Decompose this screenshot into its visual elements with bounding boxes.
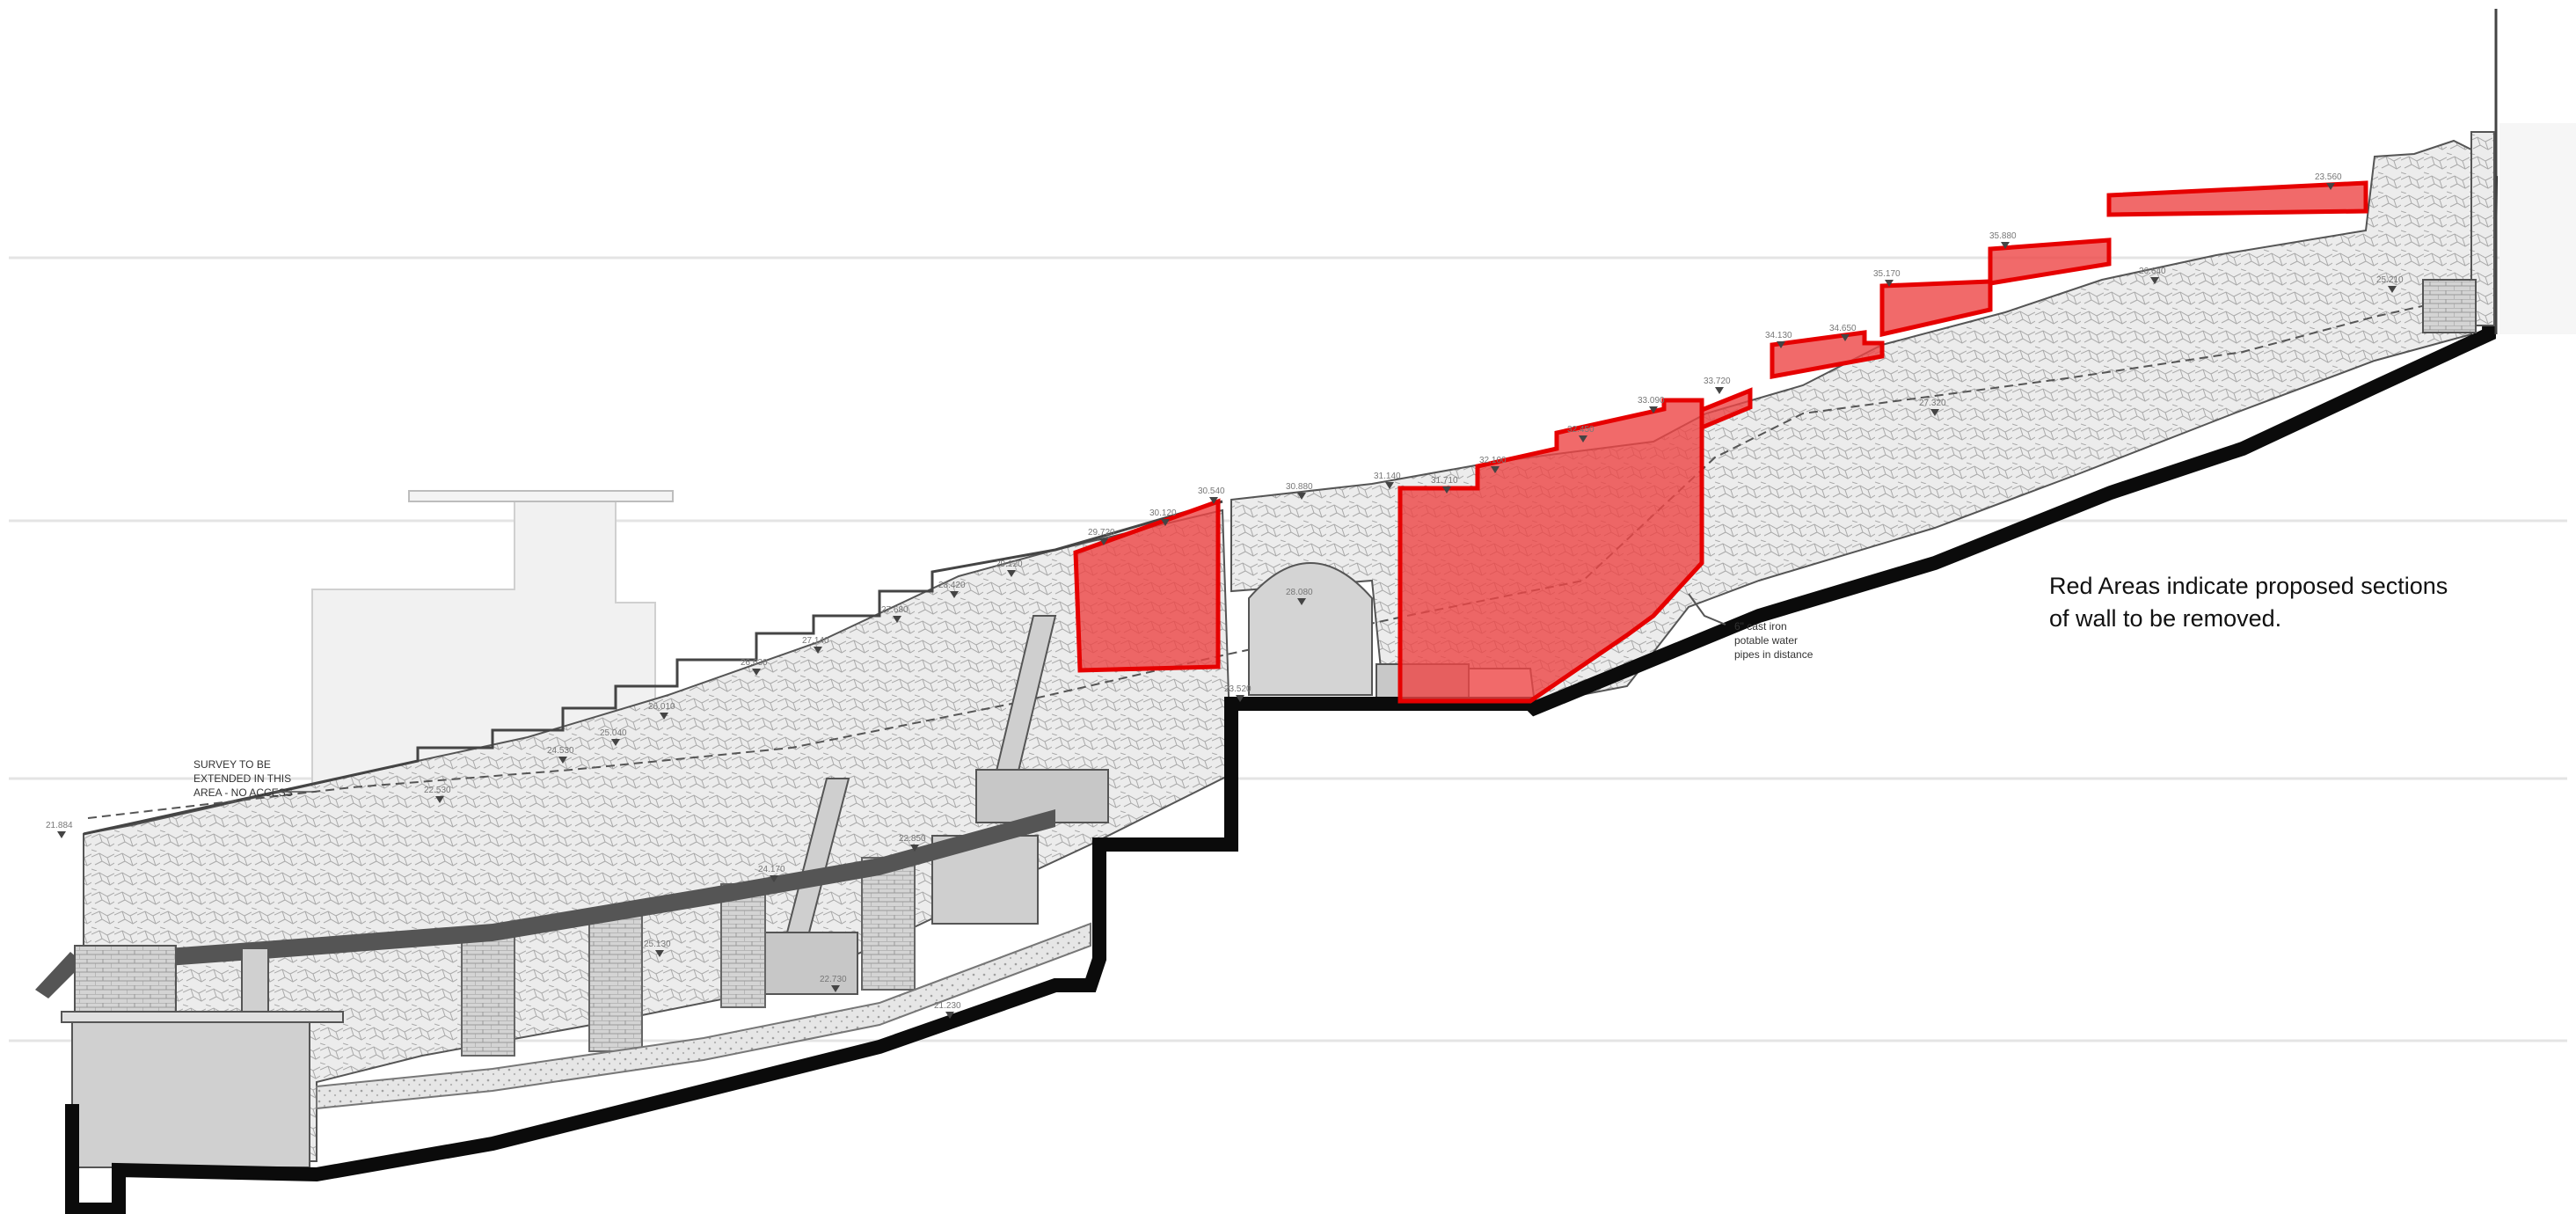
level-label: 27.680 <box>881 605 909 615</box>
pipe-leader <box>1688 593 1726 625</box>
lintel-band <box>84 809 1055 972</box>
level-label: 27.320 <box>1919 399 1946 408</box>
level-marker <box>831 985 840 992</box>
spot-level-markers: 21.884 22.530 24.530 25.040 26.010 26.630 27.1… <box>46 172 2404 1019</box>
level-marker <box>435 796 444 803</box>
wall-coping-line <box>83 500 1223 836</box>
level-label: 31.710 <box>1431 476 1458 486</box>
level-label: 26.640 <box>2139 267 2166 276</box>
level-marker <box>611 739 620 746</box>
level-marker <box>893 616 901 623</box>
level-label: 22.530 <box>424 786 451 795</box>
level-label: 23.560 <box>2315 172 2342 182</box>
removal-zone-2 <box>1397 398 1704 704</box>
level-marker <box>558 757 567 764</box>
level-label: 28.080 <box>1286 588 1313 597</box>
foundation-profile <box>65 175 2498 1214</box>
level-marker <box>770 875 778 882</box>
level-marker <box>1885 280 1894 287</box>
level-marker <box>1442 486 1451 494</box>
level-marker <box>2001 242 2010 249</box>
level-marker <box>1491 466 1500 473</box>
level-marker <box>1236 695 1244 702</box>
level-label: 35.880 <box>1989 231 2017 241</box>
pipe-note-line-1: 6" cast iron <box>1734 620 1787 633</box>
level-marker <box>1161 519 1170 526</box>
level-marker <box>660 713 668 720</box>
level-label: 32.100 <box>1479 456 1507 465</box>
level-marker <box>1841 334 1850 341</box>
level-label: 27.140 <box>802 636 829 646</box>
level-label: 31.140 <box>1374 472 1401 481</box>
level-marker <box>1297 598 1306 605</box>
level-label: 33.720 <box>1704 377 1731 386</box>
removal-zone-7 <box>2106 180 2368 217</box>
lintel-stub <box>35 952 84 998</box>
level-label: 34.130 <box>1765 331 1792 340</box>
level-marker <box>655 950 664 957</box>
level-marker <box>1385 482 1394 489</box>
level-label: 30.880 <box>1286 482 1313 492</box>
pipe-note-line-2: potable water <box>1734 634 1798 647</box>
level-marker <box>57 831 66 838</box>
survey-note: SURVEY TO BE EXTENDED IN THIS AREA - NO … <box>193 758 293 799</box>
legend-line-2: of wall to be removed. <box>2049 605 2282 632</box>
level-marker <box>1209 497 1218 504</box>
level-label: 24.530 <box>547 746 574 756</box>
level-marker <box>1649 406 1658 413</box>
level-marker <box>1715 387 1724 394</box>
survey-note-line-3: AREA - NO ACCESS <box>193 786 293 799</box>
level-label: 30.540 <box>1198 486 1225 496</box>
removal-zone-3 <box>1699 387 1753 431</box>
level-label: 26.010 <box>648 702 675 712</box>
removal-zones <box>1073 180 2368 704</box>
level-marker <box>1297 493 1306 500</box>
right-boundary-building <box>2422 9 2576 334</box>
level-marker <box>2388 286 2397 293</box>
removal-zone-6 <box>1988 238 2112 286</box>
legend-note: Red Areas indicate proposed sections of … <box>2049 570 2507 635</box>
level-label: 21.884 <box>46 821 73 830</box>
level-label: 30.120 <box>1149 508 1177 518</box>
level-marker <box>2326 183 2335 190</box>
level-label: 25.130 <box>644 940 671 949</box>
level-marker <box>950 591 959 598</box>
level-label: 22.850 <box>899 834 926 844</box>
level-label: 23.520 <box>1224 684 1252 694</box>
level-label: 28.420 <box>938 581 966 590</box>
pipe-note: 6" cast iron potable water pipes in dist… <box>1734 620 1813 661</box>
level-marker <box>945 1012 954 1019</box>
level-label: 33.090 <box>1638 396 1665 406</box>
level-label: 29.120 <box>996 559 1023 569</box>
level-marker <box>1579 435 1587 442</box>
removal-zone-1 <box>1073 498 1221 673</box>
level-label: 25.040 <box>600 728 627 738</box>
level-label: 25.210 <box>2376 275 2404 285</box>
pipe-note-line-3: pipes in distance <box>1734 648 1813 661</box>
lower-path-band <box>316 922 1091 1110</box>
level-label: 34.650 <box>1829 324 1857 333</box>
level-label: 35.170 <box>1873 269 1901 279</box>
removal-zone-5 <box>1879 279 1993 338</box>
level-marker <box>752 669 761 676</box>
level-marker <box>910 845 919 852</box>
level-marker <box>2150 277 2159 284</box>
legend-line-1: Red Areas indicate proposed sections <box>2049 573 2448 599</box>
survey-note-line-1: SURVEY TO BE <box>193 758 271 771</box>
level-marker <box>1930 409 1939 416</box>
level-label: 21.230 <box>934 1001 961 1011</box>
level-marker <box>814 647 822 654</box>
survey-note-line-2: EXTENDED IN THIS <box>193 772 291 785</box>
removal-zone-4 <box>1770 330 1885 380</box>
level-label: 26.630 <box>741 658 768 668</box>
level-label: 24.170 <box>758 865 785 874</box>
level-label: 29.720 <box>1088 528 1115 538</box>
level-label: 32.450 <box>1567 425 1594 435</box>
level-marker <box>1777 341 1785 348</box>
level-label: 22.730 <box>820 975 847 984</box>
level-marker <box>1099 538 1108 545</box>
level-marker <box>1007 570 1016 577</box>
